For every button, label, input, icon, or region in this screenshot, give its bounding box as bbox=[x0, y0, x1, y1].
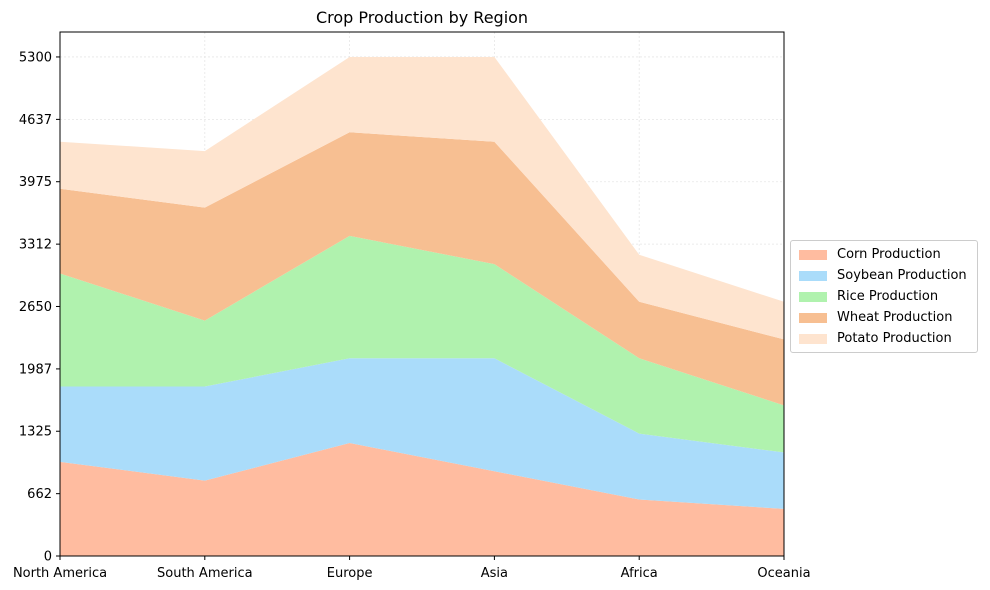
legend-item: Soybean Production bbox=[791, 265, 977, 286]
legend-swatch bbox=[799, 249, 827, 260]
area-soybean-production bbox=[60, 358, 784, 509]
legend-item: Rice Production bbox=[791, 286, 977, 307]
legend-swatch bbox=[799, 270, 827, 281]
x-tick-label: Africa bbox=[621, 566, 658, 581]
legend-item: Corn Production bbox=[791, 244, 977, 265]
legend-swatch bbox=[799, 312, 827, 323]
legend-label: Potato Production bbox=[837, 331, 952, 346]
y-tick-label: 4637 bbox=[19, 113, 52, 128]
y-tick-label: 0 bbox=[44, 550, 52, 565]
legend-swatch bbox=[799, 291, 827, 302]
y-axis-ticks: 0 662 1325 1987 2650 3312 3975 4637 5300 bbox=[19, 50, 60, 565]
x-tick-label: South America bbox=[157, 566, 253, 581]
area-potato-production bbox=[60, 56, 784, 340]
legend-item: Wheat Production bbox=[791, 307, 977, 328]
y-tick-label: 662 bbox=[27, 487, 52, 502]
y-tick-label: 1987 bbox=[19, 362, 52, 377]
area-wheat-production bbox=[60, 132, 784, 406]
y-tick-label: 3975 bbox=[19, 175, 52, 190]
legend-label: Soybean Production bbox=[837, 268, 967, 283]
stacked-areas bbox=[60, 56, 784, 556]
x-axis-ticks: North America South America Europe Asia Afri… bbox=[13, 556, 811, 581]
x-tick-label: North America bbox=[13, 566, 107, 581]
legend-swatch bbox=[799, 333, 827, 344]
chart-title: Crop Production by Region bbox=[316, 8, 528, 27]
plot-frame bbox=[59, 31, 785, 557]
y-tick-label: 5300 bbox=[19, 50, 52, 65]
legend-label: Wheat Production bbox=[837, 310, 953, 325]
x-tick-label: Asia bbox=[481, 566, 508, 581]
legend-label: Corn Production bbox=[837, 247, 941, 262]
area-corn-production bbox=[60, 443, 784, 556]
y-tick-label: 3312 bbox=[19, 238, 52, 253]
legend-label: Rice Production bbox=[837, 289, 939, 304]
x-tick-label: Oceania bbox=[757, 566, 810, 581]
area-rice-production bbox=[60, 235, 784, 453]
axes bbox=[59, 31, 785, 557]
x-tick-label: Europe bbox=[327, 566, 373, 581]
y-tick-label: 2650 bbox=[19, 300, 52, 315]
y-tick-label: 1325 bbox=[19, 425, 52, 440]
legend: Corn Production Soybean Production Rice Pr… bbox=[790, 240, 978, 353]
legend-item: Potato Production bbox=[791, 328, 977, 349]
